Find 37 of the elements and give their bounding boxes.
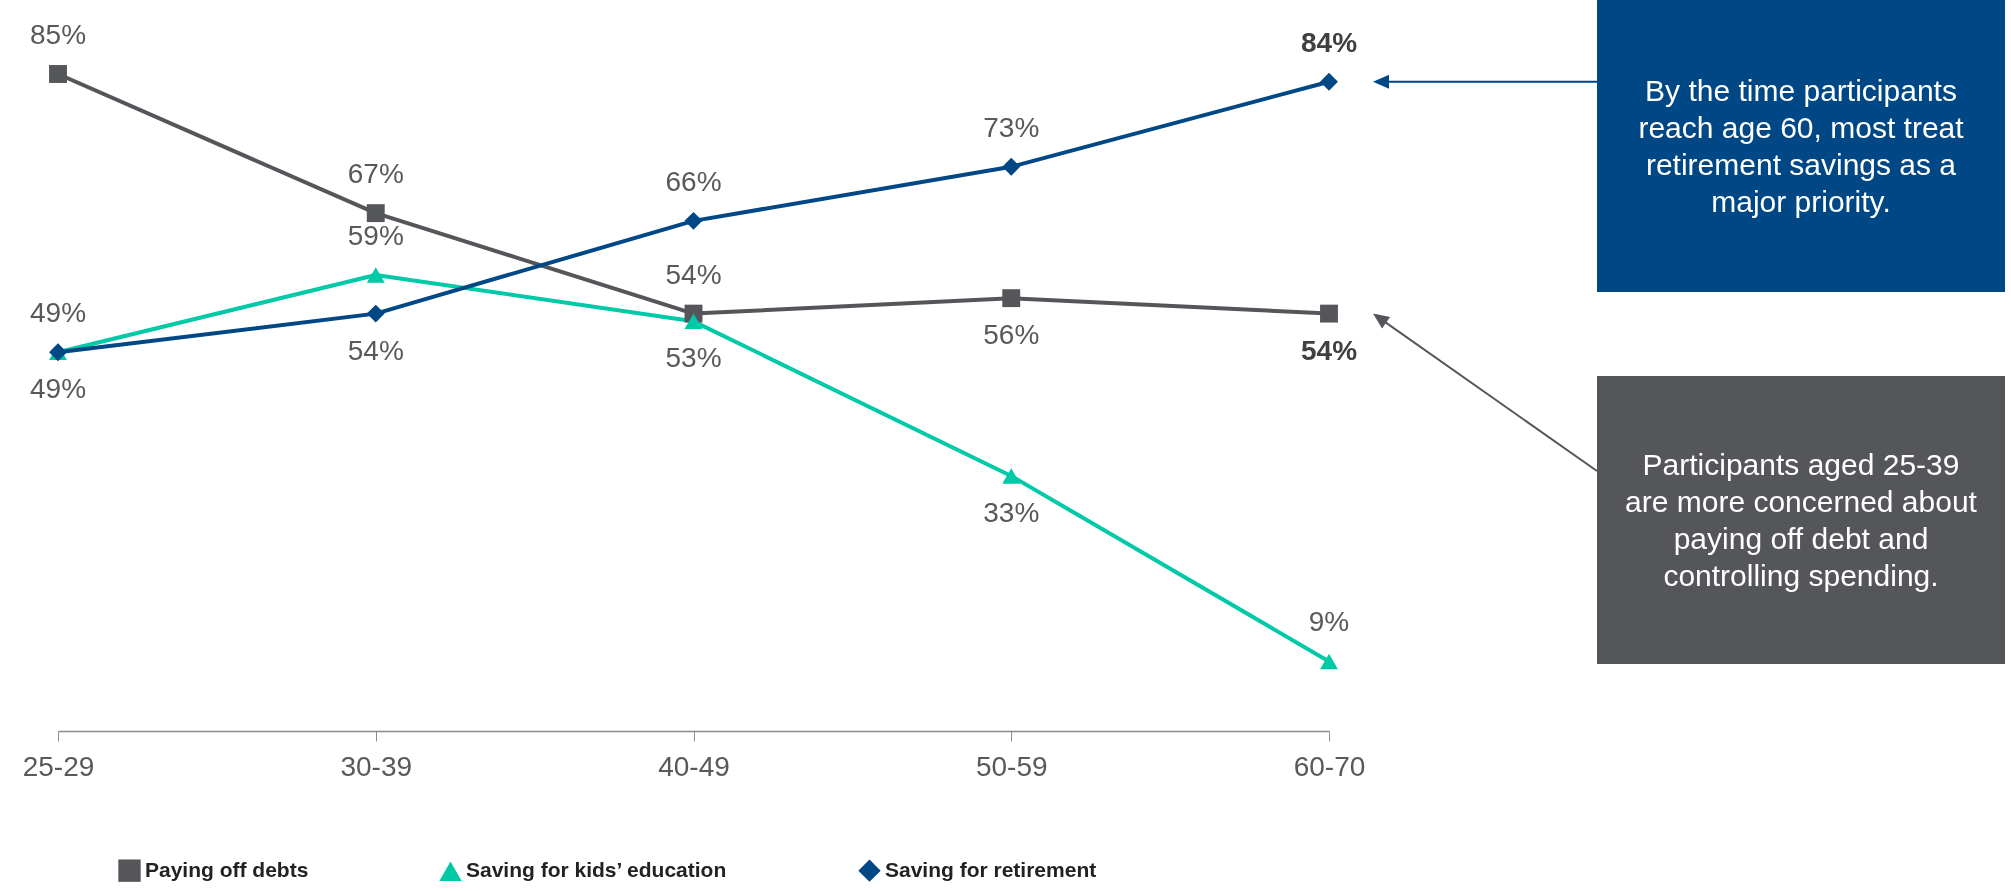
x-tick-label: 40-49 xyxy=(658,750,730,782)
data-label: 59% xyxy=(347,219,404,251)
data-label: 33% xyxy=(983,496,1040,528)
data-label: 54% xyxy=(347,334,404,366)
legend-label: Paying off debts xyxy=(145,857,309,881)
data-label: 84% xyxy=(1300,26,1358,58)
x-tick-label: 30-39 xyxy=(340,750,413,782)
point xyxy=(684,211,703,230)
data-label: 9% xyxy=(1308,606,1350,638)
x-tick-label: 50-59 xyxy=(975,750,1048,782)
legend-label: Saving for kids’ education xyxy=(466,858,727,882)
point xyxy=(1320,653,1338,670)
x-tick-label: 25-29 xyxy=(22,750,95,782)
data-label: 67% xyxy=(347,158,404,190)
point xyxy=(366,304,385,323)
data-label: 56% xyxy=(983,319,1040,351)
data-label: 49% xyxy=(29,373,87,405)
data-label: 73% xyxy=(983,111,1040,143)
text: Participants aged 25-39 are more concerned about paying off debt and controlling spending. xyxy=(1597,376,2005,664)
legend-label: Saving for retirement xyxy=(885,857,1097,881)
x-tick-label: 60-70 xyxy=(1293,750,1366,782)
point xyxy=(1002,157,1021,176)
data-label: 49% xyxy=(29,297,87,329)
data-label: 66% xyxy=(665,165,722,197)
point xyxy=(366,267,385,283)
data-label: 53% xyxy=(665,342,722,374)
point xyxy=(1002,468,1021,484)
point xyxy=(1320,304,1338,323)
text: By the time participants reach age 60, most treat retirement savings as a major priority. xyxy=(1597,0,2005,292)
point xyxy=(1320,72,1338,91)
data-label: 54% xyxy=(665,258,722,290)
point xyxy=(49,65,67,83)
point xyxy=(684,313,703,330)
point xyxy=(1002,289,1021,308)
data-label: 54% xyxy=(1300,334,1358,366)
data-label: 85% xyxy=(29,19,87,50)
point xyxy=(366,204,385,223)
